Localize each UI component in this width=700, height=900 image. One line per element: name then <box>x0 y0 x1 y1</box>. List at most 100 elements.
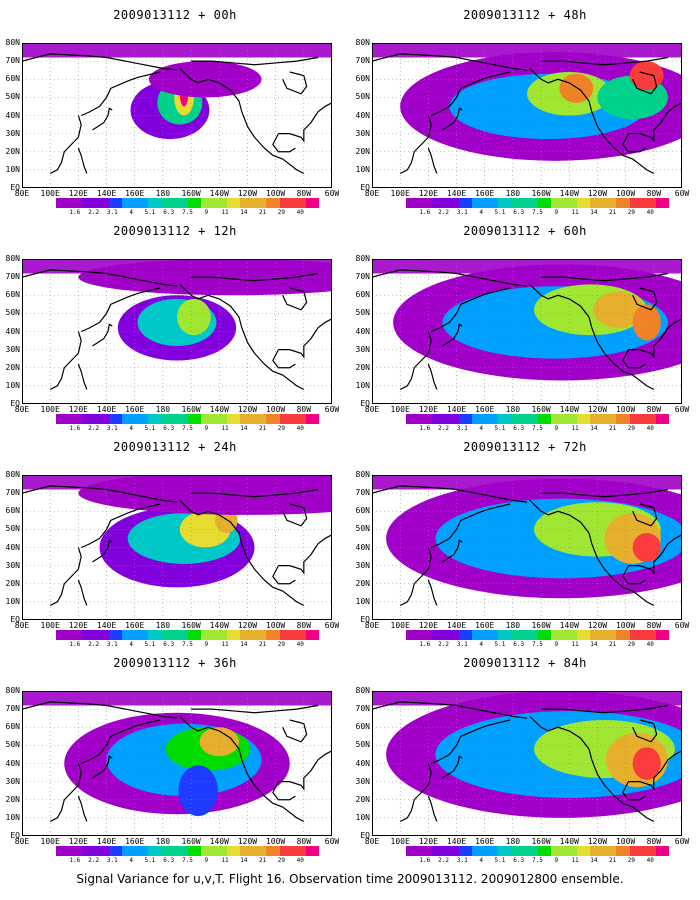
y-tick-label: 40N <box>5 326 20 336</box>
colorbar-label: 9 <box>554 425 559 432</box>
colorbar-label: 21 <box>259 209 267 216</box>
panel-title: 2009013112 + 60h <box>463 224 587 238</box>
colorbar-label: 40 <box>296 425 304 432</box>
colorbar-label: 2.2 <box>88 425 99 432</box>
colorbar-label: 6.3 <box>163 641 175 648</box>
map-panel: 2009013112 + 60h EQ 10N 20N 30N 40N 50N 60N 70N 8… <box>350 216 700 432</box>
coastline <box>22 53 178 71</box>
colorbar-label: 2.2 <box>88 641 99 648</box>
colorbar-label: 7.5 <box>182 641 193 648</box>
map-panel: 2009013112 + 24h EQ 10N 20N 30N 40N 50N 60N 70N 8… <box>0 432 350 648</box>
x-tick-label: 80W <box>646 837 662 846</box>
colorbar-label: 2.2 <box>438 425 449 432</box>
y-tick-label: 40N <box>355 326 370 336</box>
coastline <box>282 719 308 743</box>
colorbar-label: 5.1 <box>144 857 156 864</box>
colorbar-swatch <box>292 846 307 856</box>
x-tick-label: 80E <box>364 837 380 846</box>
y-tick-label: 80N <box>5 470 20 479</box>
colorbar-swatch <box>82 198 96 208</box>
y-tick-label: 80N <box>355 470 370 479</box>
y-tick-label: 10N <box>355 164 370 174</box>
colorbar-swatch <box>629 846 644 856</box>
colorbar-swatch <box>187 198 202 208</box>
colorbar-swatch <box>174 198 188 208</box>
x-tick-label: 60W <box>674 621 690 630</box>
colorbar-swatch <box>200 414 215 424</box>
x-tick-label: 60W <box>324 621 340 630</box>
colorbar-label: 21 <box>609 209 617 216</box>
colorbar-swatch <box>187 630 202 640</box>
x-tick-label: 100W <box>615 837 636 846</box>
y-tick-label: 20N <box>355 578 370 588</box>
x-tick-label: 160W <box>181 189 201 198</box>
coastline <box>92 539 113 563</box>
panel-title: 2009013112 + 36h <box>113 656 237 670</box>
x-tick-label: 180 <box>155 621 171 630</box>
colorbar-swatch <box>616 846 631 856</box>
colorbar-label: 29 <box>627 641 636 648</box>
y-tick-label: EQ <box>10 615 20 624</box>
coastline <box>272 349 296 369</box>
y-tick-label: 30N <box>5 128 20 138</box>
colorbar-label: 4 <box>479 425 483 432</box>
coastline <box>529 715 655 823</box>
colorbar-swatch <box>511 198 525 208</box>
figure-caption: Signal Variance for u,v,T. Flight 16. Ob… <box>76 872 624 886</box>
colorbar-label: 7.5 <box>532 425 543 432</box>
colorbar <box>406 198 670 208</box>
coastline <box>632 719 658 743</box>
x-tick-label: 140W <box>559 837 579 846</box>
colorbar-swatch <box>95 846 110 856</box>
y-tick-label: 70N <box>355 272 370 282</box>
panel-title: 2009013112 + 00h <box>113 8 237 22</box>
y-tick-label: 60N <box>355 290 370 300</box>
x-tick-label: 180 <box>155 837 171 846</box>
variance-contour <box>629 61 664 91</box>
x-tick-label: 120E <box>68 189 88 198</box>
coastline <box>541 56 669 66</box>
x-tick-label: 160E <box>125 837 145 846</box>
coastline <box>191 56 319 66</box>
x-tick-label: 180 <box>505 621 521 630</box>
colorbar-swatch <box>445 414 460 424</box>
coastline <box>278 318 332 359</box>
variance-map <box>372 259 682 404</box>
colorbar-swatch <box>524 414 538 424</box>
colorbar-swatch <box>432 198 446 208</box>
colorbar-swatch <box>406 198 420 208</box>
colorbar-label: 7.5 <box>532 641 543 648</box>
colorbar-swatch <box>56 846 70 856</box>
y-tick-label: 40N <box>5 758 20 768</box>
x-tick-label: 160E <box>475 837 495 846</box>
colorbar-swatch <box>511 630 525 640</box>
colorbar-swatch <box>279 630 294 640</box>
colorbar-label: 29 <box>277 425 286 432</box>
coastline <box>22 701 178 719</box>
coastline <box>430 719 511 765</box>
coastline <box>282 287 308 311</box>
colorbar-swatch <box>279 414 294 424</box>
colorbar-label: 6.3 <box>513 641 525 648</box>
colorbar-swatch <box>603 630 617 640</box>
coastline <box>372 53 528 71</box>
colorbar-label: 2.2 <box>88 857 99 864</box>
x-tick-label: 140E <box>446 405 467 414</box>
colorbar-swatch <box>471 630 486 640</box>
colorbar-label: 2.2 <box>88 209 99 216</box>
coastline <box>92 755 113 779</box>
y-tick-label: 30N <box>355 776 370 786</box>
y-tick-label: EQ <box>360 183 370 192</box>
colorbar-label: 9 <box>554 641 559 648</box>
x-tick-label: 140W <box>559 189 579 198</box>
colorbar <box>56 846 320 856</box>
coastline <box>427 579 438 606</box>
y-tick-label: 70N <box>355 704 370 714</box>
colorbar-swatch <box>121 198 136 208</box>
colorbar-label: 9 <box>204 641 209 648</box>
colorbar-label: 40 <box>646 209 654 216</box>
polar-variance-band <box>22 259 332 274</box>
map-panel: 2009013112 + 12h EQ 10N 20N 30N 40N 50N 60N 70N 8… <box>0 216 350 432</box>
colorbar-label: 5.1 <box>144 425 156 432</box>
colorbar <box>406 414 670 424</box>
